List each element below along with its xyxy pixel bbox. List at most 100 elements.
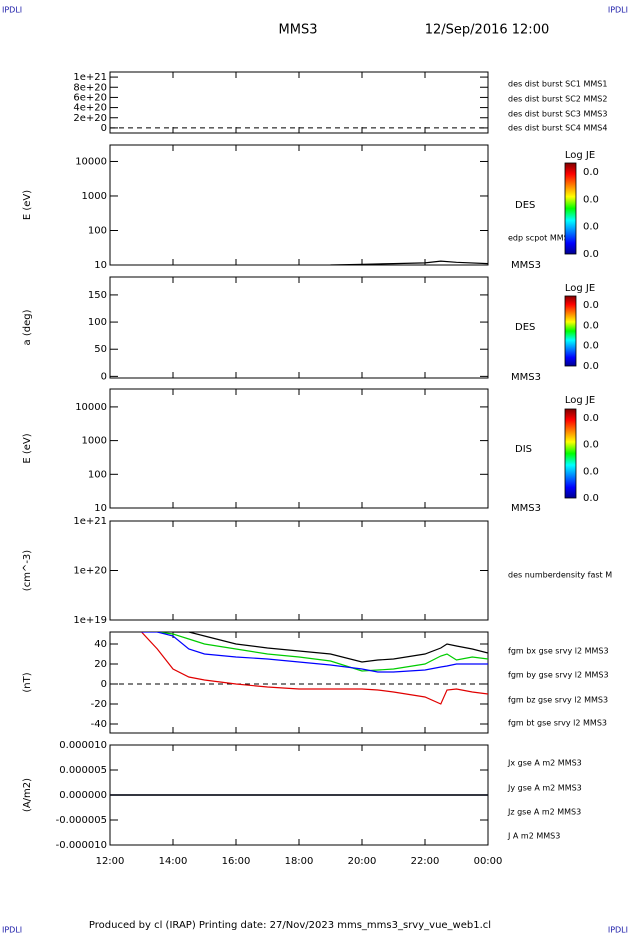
y-tick-label: 100 [88,469,107,480]
legend-label: J A m2 MMS3 [507,832,560,841]
colorbar-tick-label: 0.0 [583,361,599,372]
x-tick-label: 12:00 [96,856,125,867]
y-tick-label: -20 [91,699,107,710]
panel-frame [109,520,489,621]
colorbar-tick-label: 0.0 [583,300,599,311]
x-tick-label: 00:00 [474,856,503,867]
corner-label: IPDLI [608,6,628,15]
y-axis-label: a (deg) [22,309,33,345]
colorbar-tick-label: 0.0 [583,167,599,178]
panel-label: MMS3 [511,260,541,271]
colorbar [564,408,577,499]
y-tick-label: 100 [88,225,107,236]
corner-label: IPDLI [608,926,628,934]
y-tick-label: 4e+20 [73,103,107,114]
colorbar-tick-label: 0.0 [583,440,599,451]
series-line [157,632,488,672]
colorbar-tick-label: 0.0 [583,466,599,477]
legend-label: des dist burst SC3 MMS3 [508,110,607,119]
plot-title: MMS3 [279,23,318,38]
y-axis-label: (A/m2) [22,778,33,812]
colorbar-tick-label: 0.0 [583,194,599,205]
x-tick-label: 14:00 [159,856,188,867]
corner-label: IPDLI [2,926,22,934]
y-tick-label: 0.000010 [59,740,107,751]
y-axis-label: (cm^-3) [22,550,33,591]
x-tick-label: 16:00 [222,856,251,867]
panel-frame [109,144,489,266]
panel-label: DIS [515,444,532,455]
legend-label: Jx gse A m2 MMS3 [507,759,582,768]
y-tick-label: 0.000000 [59,790,107,801]
panel-frame [109,388,489,509]
panel-label: MMS3 [511,503,541,514]
colorbar-tick-label: 0.0 [583,413,599,424]
legend-label: des dist burst SC4 MMS4 [508,124,607,133]
y-tick-label: 0.000005 [59,765,107,776]
y-tick-label: 0 [101,123,107,134]
colorbar-tick-label: 0.0 [583,493,599,504]
y-tick-label: 1000 [82,191,107,202]
y-tick-label: 8e+20 [73,82,107,93]
y-tick-label: 100 [88,317,107,328]
legend-label: fgm by gse srvy l2 MMS3 [508,671,609,680]
y-tick-label: -0.000005 [56,815,107,826]
y-tick-label: 1e+21 [73,72,107,83]
colorbar [564,295,577,367]
colorbar-tick-label: 0.0 [583,222,599,233]
legend-label: Jz gse A m2 MMS3 [507,808,581,817]
y-tick-label: 10 [94,503,107,514]
y-tick-label: 10000 [75,402,107,413]
x-tick-label: 18:00 [285,856,314,867]
panel-label: des numberdensity fast M [508,571,612,580]
y-axis-label: E (eV) [22,190,33,220]
y-axis-label: (nT) [22,672,33,692]
legend-label: des dist burst SC1 MMS1 [508,80,607,89]
y-axis-label: E (eV) [22,433,33,463]
panel-frame [109,276,489,379]
y-tick-label: 0 [101,371,107,382]
y-tick-label: 1e+20 [73,566,107,577]
x-tick-label: 20:00 [348,856,377,867]
plot-date: 12/Sep/2016 12:00 [425,23,549,38]
y-tick-label: -0.000010 [56,840,107,851]
colorbar-title: Log JE [565,283,595,294]
legend-label: Jy gse A m2 MMS3 [507,784,582,793]
series-line [141,632,488,673]
colorbar [564,162,577,255]
legend-label: fgm bt gse srvy l2 MMS3 [508,719,607,728]
series-line [141,632,488,705]
y-tick-label: 0 [101,679,107,690]
series-line [173,632,488,663]
y-tick-label: 40 [94,639,107,650]
y-tick-label: 1000 [82,436,107,447]
panel-label: DES [515,322,535,333]
corner-label: IPDLI [2,6,22,15]
colorbar-tick-label: 0.0 [583,249,599,260]
x-tick-label: 22:00 [411,856,440,867]
colorbar-tick-label: 0.0 [583,341,599,352]
colorbar-tick-label: 0.0 [583,320,599,331]
panel-frame [109,71,489,134]
y-tick-label: 6e+20 [73,92,107,103]
y-tick-label: 2e+20 [73,113,107,124]
y-tick-label: -40 [91,719,107,730]
y-tick-label: 10000 [75,156,107,167]
legend-label: edp scpot MMS3 [508,234,574,243]
colorbar-title: Log JE [565,395,595,406]
legend-label: fgm bx gse srvy l2 MMS3 [508,647,609,656]
panel-label: MMS3 [511,372,541,383]
y-tick-label: 150 [88,290,107,301]
panel-frame [109,631,489,734]
y-tick-label: 10 [94,260,107,271]
colorbar-title: Log JE [565,150,595,161]
panel-label: DES [515,200,535,211]
legend-label: fgm bz gse srvy l2 MMS3 [508,696,608,705]
y-tick-label: 50 [94,344,107,355]
y-tick-label: 1e+21 [73,516,107,527]
y-tick-label: 1e+19 [73,615,107,626]
legend-label: des dist burst SC2 MMS2 [508,95,607,104]
footer-text: Produced by cl (IRAP) Printing date: 27/… [89,920,491,931]
y-tick-label: 20 [94,659,107,670]
